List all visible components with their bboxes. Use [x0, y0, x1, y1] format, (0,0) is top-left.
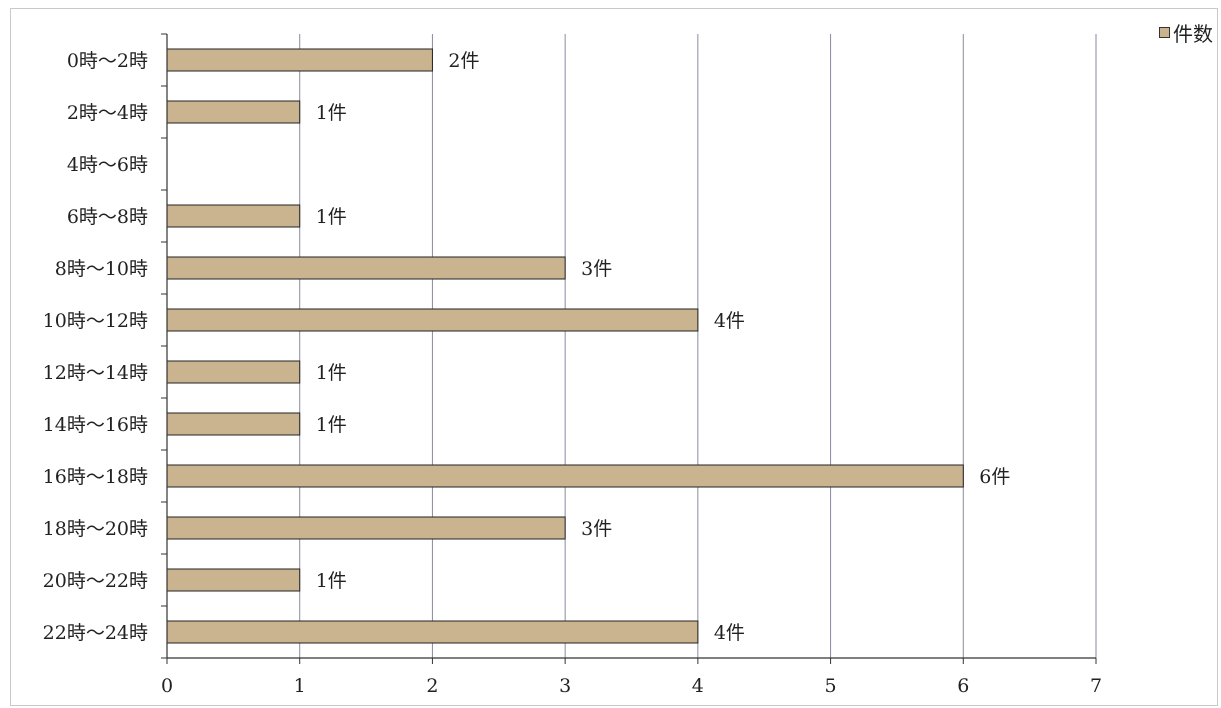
category-label: 16時〜18時 [43, 466, 148, 488]
x-tick-label: 0 [161, 675, 173, 697]
category-label: 12時〜14時 [43, 362, 148, 384]
data-label: 3件 [581, 518, 612, 540]
data-label: 1件 [316, 206, 347, 228]
data-label: 4件 [714, 310, 745, 332]
category-label: 10時〜12時 [43, 310, 148, 332]
bar-10 [166, 516, 566, 540]
category-label: 20時〜22時 [43, 570, 148, 592]
data-label: 3件 [581, 258, 612, 280]
x-tick-label: 4 [692, 675, 704, 697]
bar-7 [166, 360, 301, 384]
bar-9 [166, 464, 964, 488]
gridlines [299, 34, 1097, 658]
x-tick-label: 5 [825, 675, 837, 697]
bar-12 [166, 620, 699, 644]
legend: 件数 [1159, 18, 1213, 47]
data-label: 4件 [714, 622, 745, 644]
category-label: 2時〜4時 [67, 102, 148, 124]
x-tick-label: 6 [957, 675, 969, 697]
data-label: 1件 [316, 362, 347, 384]
x-tick-label: 2 [426, 675, 438, 697]
x-tick-label: 7 [1090, 675, 1102, 697]
x-tick-label: 1 [294, 675, 306, 697]
data-label: 2件 [448, 50, 479, 72]
labels: 0時〜2時 2件 2時〜4時 1件 4時〜6時 6時〜8時 1件 8時〜10時 3件 10時〜12… [43, 50, 1011, 644]
bar-2 [166, 100, 301, 124]
bars [166, 48, 964, 644]
data-label: 1件 [316, 414, 347, 436]
bar-6 [166, 308, 699, 332]
x-tick-label: 3 [559, 675, 571, 697]
category-label: 18時〜20時 [43, 518, 148, 540]
category-label: 22時〜24時 [43, 622, 148, 644]
data-label: 1件 [316, 570, 347, 592]
category-label: 0時〜2時 [67, 50, 148, 72]
category-label: 6時〜8時 [67, 206, 148, 228]
legend-swatch [1159, 27, 1170, 38]
axes: 0 1 2 3 4 5 6 7 [161, 33, 1102, 697]
category-label: 14時〜16時 [43, 414, 148, 436]
bar-8 [166, 412, 301, 436]
legend-label: 件数 [1173, 22, 1213, 46]
bar-11 [166, 568, 301, 592]
data-label: 6件 [979, 466, 1010, 488]
category-label: 4時〜6時 [67, 154, 148, 176]
category-label: 8時〜10時 [55, 258, 148, 280]
bar-5 [166, 256, 566, 280]
bar-1 [166, 48, 433, 72]
data-label: 1件 [316, 102, 347, 124]
bar-4 [166, 204, 301, 228]
